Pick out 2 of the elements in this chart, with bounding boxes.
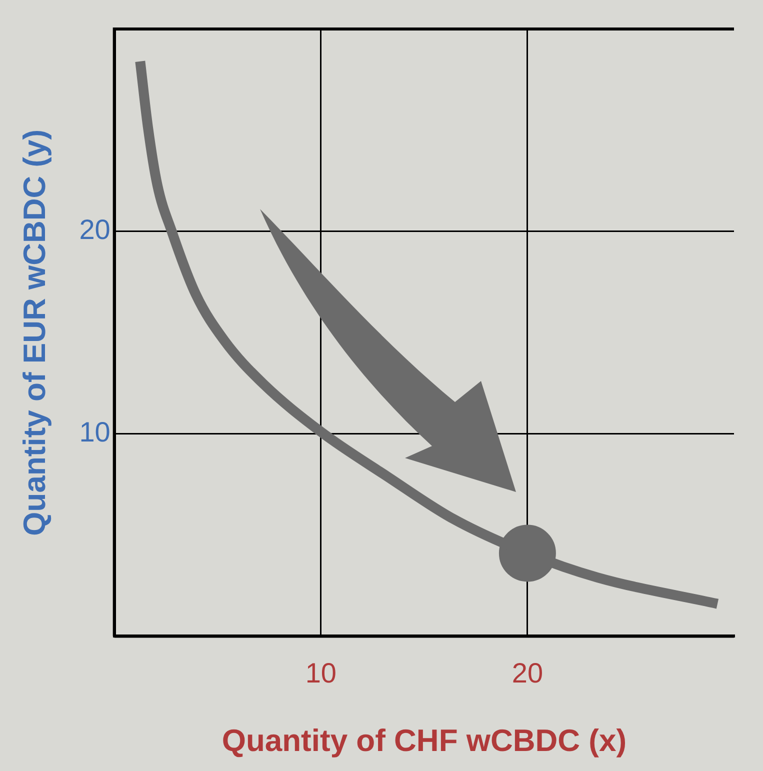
y-axis-title: Quantity of EUR wCBDC (y) bbox=[17, 129, 52, 536]
x-axis-title: Quantity of CHF wCBDC (x) bbox=[222, 722, 627, 758]
